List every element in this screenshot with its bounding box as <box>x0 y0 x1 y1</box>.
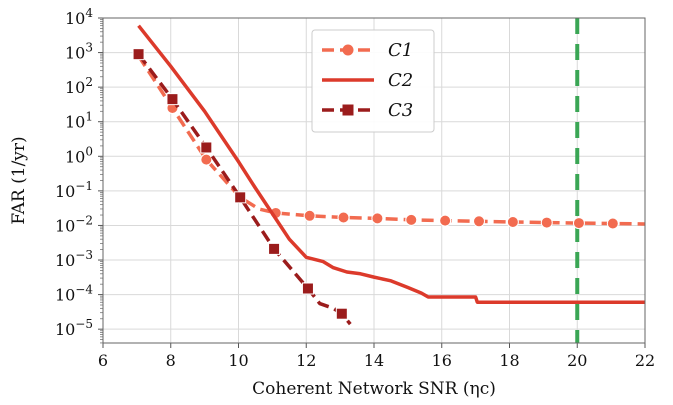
x-tick-label: 12 <box>296 351 316 370</box>
series-marker-c1 <box>439 214 452 227</box>
series-marker-c1 <box>540 216 553 229</box>
x-tick-label: 18 <box>499 351 519 370</box>
y-tick-label: 10−4 <box>55 283 93 305</box>
series-marker-c3 <box>234 191 247 204</box>
legend-label-c1: C1 <box>388 40 413 61</box>
series-marker-c1 <box>337 211 350 224</box>
series-marker-c3 <box>200 141 213 154</box>
y-tick-label: 10−2 <box>55 213 93 235</box>
series-marker-c1 <box>572 217 585 230</box>
x-tick-label: 20 <box>567 351 587 370</box>
series-marker-c1 <box>303 209 316 222</box>
y-tick-label: 101 <box>65 110 93 132</box>
y-tick-label: 10−5 <box>55 317 93 339</box>
x-tick-label: 14 <box>364 351 384 370</box>
y-tick-label: 102 <box>65 75 93 97</box>
x-tick-label: 10 <box>228 351 248 370</box>
legend-marker-c3 <box>342 104 354 116</box>
x-tick-label: 6 <box>98 351 108 370</box>
y-tick-label: 103 <box>65 41 93 63</box>
series-marker-c1 <box>473 215 486 228</box>
tick-labels: 6 8 10 12 14 16 18 20 22 104 103 102 101 100 10−1 10−2 1… <box>55 6 655 370</box>
series-marker-c1 <box>371 212 384 225</box>
series-marker-c1 <box>405 213 418 226</box>
series-marker-c3 <box>268 242 281 255</box>
series-marker-c1 <box>606 217 619 230</box>
plot-border <box>102 17 646 344</box>
series-layer <box>132 24 646 326</box>
series-marker-c3 <box>166 93 179 106</box>
series-line-c2 <box>137 24 645 305</box>
series-marker-c1 <box>200 153 213 166</box>
legend-label-c3: C3 <box>388 100 413 121</box>
y-tick-label: 10−3 <box>55 248 93 270</box>
x-tick-label: 22 <box>635 351 655 370</box>
y-tick-label: 100 <box>65 144 93 166</box>
plot-frame <box>98 17 646 348</box>
series-marker-c3 <box>132 48 145 61</box>
y-axis-label: FAR (1/yr) <box>9 136 29 224</box>
x-tick-label: 8 <box>166 351 176 370</box>
series-marker-c3 <box>301 282 314 295</box>
legend: C1 C2 C3 <box>311 29 435 133</box>
legend-marker-c1 <box>342 44 354 56</box>
series-marker-c1 <box>506 215 519 228</box>
x-tick-label: 16 <box>432 351 452 370</box>
x-axis-label: Coherent Network SNR (ηc) <box>252 379 496 399</box>
y-tick-label: 104 <box>65 6 93 28</box>
series-marker-c3 <box>335 307 348 320</box>
y-tick-label: 10−1 <box>55 179 93 201</box>
legend-label-c2: C2 <box>388 70 413 91</box>
